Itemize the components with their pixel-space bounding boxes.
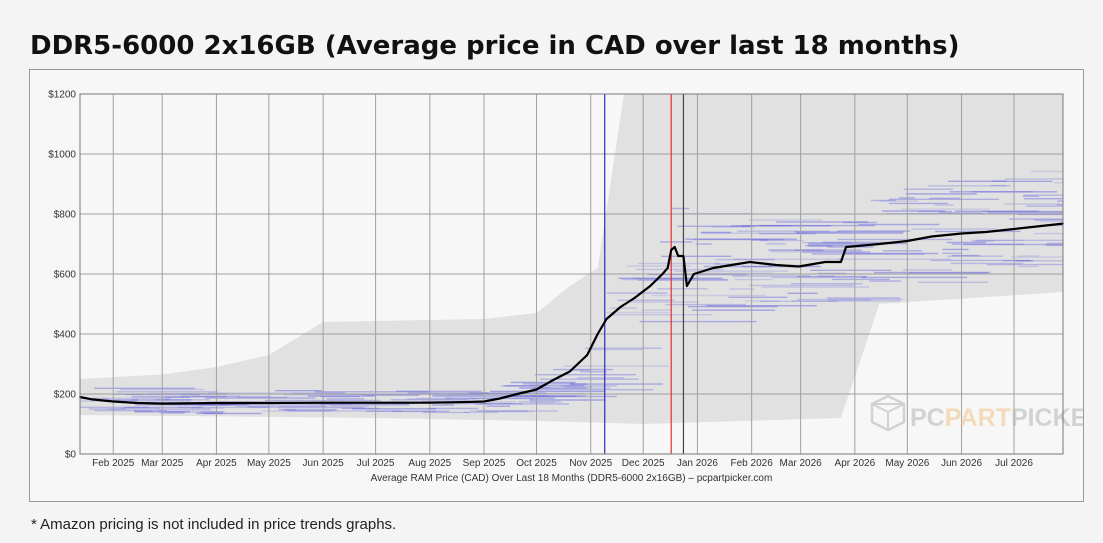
chart-axes: $0 $200 $400 $600 $800 $1000 $1200 Feb 2025 Mar … — [48, 90, 1064, 469]
average-price-point — [673, 246, 676, 248]
x-axis-label: Average RAM Price (CAD) Over Last 18 Mon… — [371, 473, 773, 484]
amazon-footnote: * Amazon pricing is not included in pric… — [31, 516, 397, 533]
x-tick-label: Mar 2026 — [780, 458, 823, 469]
x-tick-label: May 2025 — [247, 458, 291, 469]
x-tick-label: May 2026 — [885, 458, 929, 469]
average-price-point — [878, 243, 881, 245]
x-tick-label: Jul 2025 — [357, 458, 395, 469]
average-price-point — [568, 370, 571, 373]
average-price-point — [686, 285, 688, 287]
vertical-markers — [604, 94, 685, 454]
price-chart-svg: PCPARTPICKER $0 $200 $400 $600 $800 $1000 $120… — [48, 90, 1083, 485]
average-price-point — [535, 388, 538, 391]
x-tick-label: Feb 2026 — [731, 458, 774, 469]
average-price-point — [670, 249, 673, 251]
average-price-point — [845, 246, 847, 248]
pcpartpicker-watermark: PCPARTPICKER — [870, 394, 1083, 432]
average-price-point — [605, 318, 608, 320]
average-price-point — [649, 285, 652, 287]
average-price-point — [215, 402, 218, 404]
y-tick-label: $600 — [54, 270, 77, 281]
average-price-point — [906, 240, 909, 242]
watermark-text: PCPARTPICKER — [910, 404, 1083, 432]
average-price-point — [666, 267, 669, 269]
y-tick-label: $800 — [54, 210, 77, 221]
average-price-point — [824, 261, 826, 263]
average-price-point — [374, 401, 377, 404]
y-tick-label: $200 — [54, 390, 77, 401]
average-price-point — [775, 264, 777, 266]
average-price-point — [840, 261, 842, 263]
x-tick-label: Jan 2026 — [677, 458, 719, 469]
y-tick-label: $0 — [65, 450, 77, 461]
pcpartpicker-logo-icon — [870, 394, 906, 432]
average-price-point — [462, 401, 464, 403]
page-title: DDR5-6000 2x16GB (Average price in CAD o… — [30, 31, 960, 61]
price-chart: PCPARTPICKER $0 $200 $400 $600 $800 $1000 $120… — [29, 69, 1084, 502]
average-price-point — [1013, 228, 1015, 230]
x-tick-label: Apr 2025 — [196, 458, 237, 469]
plot-border — [79, 93, 1064, 455]
average-price-point — [596, 333, 599, 335]
x-tick-label: Jun 2026 — [941, 458, 983, 469]
x-tick-label: Sep 2025 — [463, 458, 506, 469]
average-price-point — [586, 354, 589, 356]
average-price-series — [79, 222, 1064, 405]
average-price-point — [661, 273, 664, 275]
average-price-point — [112, 400, 115, 403]
y-tick-label: $1200 — [48, 90, 76, 101]
x-tick-label: Apr 2026 — [835, 458, 876, 469]
average-price-point — [619, 306, 622, 308]
average-price-point — [428, 401, 431, 404]
average-price-point — [960, 232, 963, 235]
watermark-part: PART — [945, 404, 1011, 432]
average-price-point — [693, 273, 695, 275]
average-price-point — [930, 235, 933, 238]
average-price-point — [136, 402, 139, 404]
price-range-fill — [80, 94, 1063, 424]
average-price-point — [268, 402, 270, 404]
watermark-picker: PICKER — [1011, 404, 1083, 432]
x-tick-label: Jul 2026 — [995, 458, 1033, 469]
x-tick-label: Mar 2025 — [141, 458, 184, 469]
price-range-area — [80, 94, 1063, 424]
y-tick-label: $400 — [54, 330, 77, 341]
average-price-point — [985, 231, 987, 233]
x-tick-label: Oct 2025 — [516, 458, 557, 469]
x-tick-label: Feb 2025 — [92, 458, 135, 469]
average-price-point — [483, 400, 485, 403]
average-price-point — [551, 379, 554, 382]
average-price-point — [712, 267, 715, 269]
average-price-point — [677, 255, 680, 257]
x-tick-label: Jun 2025 — [303, 458, 345, 469]
average-price-point — [798, 265, 800, 268]
watermark-pc: PC — [910, 404, 945, 432]
average-price-point — [749, 261, 751, 263]
x-tick-label: Dec 2025 — [622, 458, 665, 469]
average-price-point — [91, 398, 94, 401]
average-price-point — [322, 401, 324, 404]
average-price-point — [516, 393, 519, 395]
average-price-point — [498, 397, 501, 400]
x-tick-label: Nov 2025 — [569, 458, 612, 469]
average-price-point — [161, 402, 164, 405]
y-tick-label: $1000 — [48, 150, 76, 161]
x-tick-label: Aug 2025 — [408, 458, 451, 469]
average-price-point — [682, 255, 685, 257]
average-price-point — [633, 297, 636, 299]
